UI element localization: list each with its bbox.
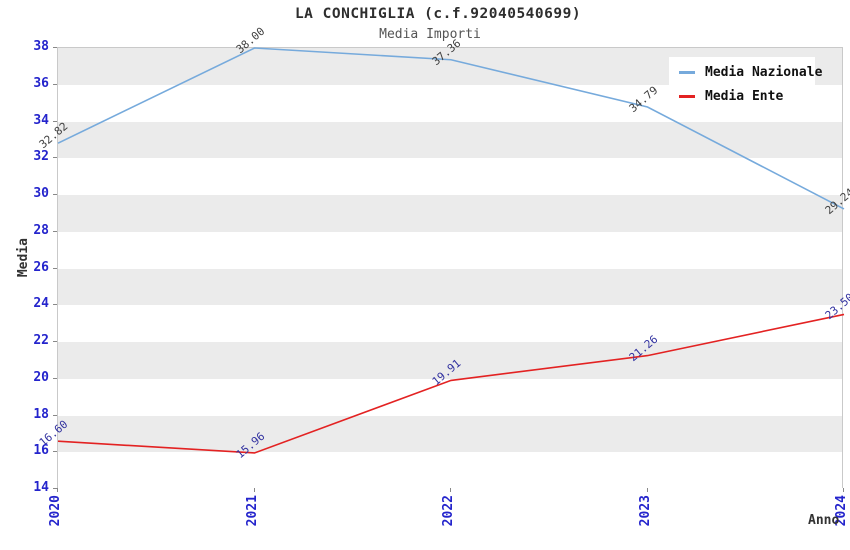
y-tick-mark — [53, 451, 57, 453]
series-lines — [57, 47, 845, 454]
x-tick-label: 2023 — [637, 495, 653, 527]
series-line-media-ente — [57, 313, 845, 454]
grid-band — [58, 158, 842, 195]
x-tick-label: 2020 — [48, 495, 63, 527]
x-tick-mark — [450, 488, 451, 492]
y-tick-label: 14 — [33, 480, 49, 495]
y-tick-label: 26 — [33, 259, 49, 275]
chart-subtitle: Media Importi — [379, 27, 481, 42]
x-tick-mark — [843, 488, 844, 492]
y-tick-label: 34 — [33, 112, 49, 128]
grid-band — [58, 305, 842, 342]
x-tick-label: 2021 — [244, 495, 260, 527]
legend-item-media-nazionale: Media Nazionale — [679, 65, 822, 80]
y-tick-mark — [53, 230, 57, 232]
x-tick-mark — [646, 488, 648, 492]
y-tick-mark — [53, 47, 57, 48]
series-line-media-nazionale — [57, 47, 845, 210]
chart-title: LA CONCHIGLIA (c.f.92040540699) — [294, 6, 582, 22]
legend-label: Media Nazionale — [705, 65, 823, 80]
y-tick-mark — [53, 157, 57, 159]
legend-swatch — [679, 95, 695, 98]
y-tick-mark — [53, 267, 57, 269]
grid-band — [58, 452, 842, 489]
legend-swatch — [679, 71, 695, 74]
y-tick-label: 32 — [33, 149, 49, 165]
x-tick-label: 2022 — [441, 495, 456, 527]
y-tick-mark — [53, 414, 57, 416]
x-axis-label: Anno — [808, 513, 840, 528]
y-tick-label: 16 — [33, 443, 49, 459]
y-tick-label: 20 — [33, 369, 49, 385]
grid-band — [58, 231, 842, 269]
y-tick-label: 24 — [33, 296, 49, 312]
y-tick-label: 36 — [33, 75, 49, 91]
x-tick-mark — [57, 488, 58, 492]
grid-band — [58, 378, 842, 416]
y-tick-label: 28 — [33, 222, 49, 238]
y-axis-label: Media — [16, 238, 31, 278]
grid-band — [58, 195, 842, 232]
grid-band — [58, 268, 842, 306]
y-tick-mark — [53, 304, 57, 306]
y-tick-mark — [53, 194, 57, 195]
y-tick-mark — [53, 120, 57, 122]
legend-item-media-ente: Media Ente — [679, 89, 807, 104]
legend-label: Media Ente — [705, 89, 784, 104]
y-tick-label: 38 — [33, 39, 49, 54]
legend: Media Nazionale Media Ente — [669, 57, 822, 112]
y-tick-mark — [53, 377, 57, 379]
y-tick-label: 22 — [33, 333, 49, 348]
y-tick-mark — [53, 341, 57, 342]
grid-band — [58, 415, 842, 453]
y-tick-mark — [53, 83, 57, 85]
x-tick-mark — [253, 488, 255, 492]
y-tick-label: 18 — [33, 406, 49, 422]
grid-band — [58, 342, 842, 379]
y-tick-label: 30 — [33, 186, 49, 201]
plot-area: 32.82 38.00 37.36 34.79 29.24 16.60 15.96 19.91… — [37, 25, 850, 489]
y-tick-mark — [53, 488, 57, 489]
